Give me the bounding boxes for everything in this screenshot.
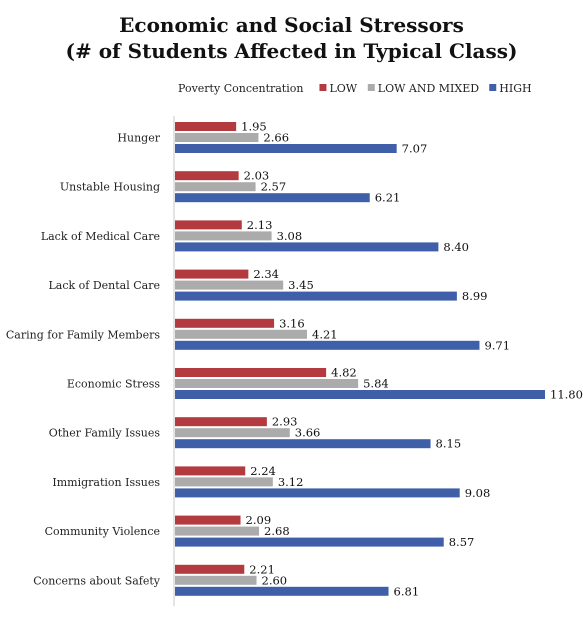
bar-1-2 [175,231,272,241]
value-label-1-4: 4.21 [312,327,338,341]
bar-0-6 [175,417,267,427]
value-label-0-8: 2.09 [246,513,272,527]
bar-1-8 [175,526,260,536]
value-label-1-6: 3.66 [295,426,321,440]
value-label-0-1: 2.03 [244,169,270,183]
bar-2-4 [175,340,480,350]
legend-label-2: HIGH [499,82,531,95]
bar-1-1 [175,182,256,192]
bar-0-7 [175,466,246,476]
bar-0-2 [175,220,242,230]
bar-2-7 [175,488,460,498]
bar-2-9 [175,586,389,596]
category-label-3: Lack of Dental Care [48,279,160,292]
category-label-4: Caring for Family Members [6,328,160,341]
bar-1-5 [175,379,359,388]
bar-2-3 [175,291,457,301]
category-label-2: Lack of Medical Care [41,230,160,243]
bar-1-9 [175,575,257,585]
value-label-0-9: 2.21 [249,562,275,576]
legend-swatch-1 [367,84,375,91]
value-label-2-3: 8.99 [462,289,488,303]
bar-2-1 [175,193,370,203]
value-label-2-4: 9.71 [484,338,510,352]
bar-2-6 [175,439,431,449]
category-label-1: Unstable Housing [60,181,160,194]
legend-swatch-0 [319,84,327,91]
legend-title: Poverty Concentration [178,82,303,95]
bar-0-1 [175,171,239,181]
value-label-1-0: 2.66 [263,131,289,145]
value-label-0-3: 2.34 [253,267,279,281]
value-label-1-3: 3.45 [288,278,314,292]
bar-1-0 [175,133,259,142]
category-label-7: Immigration Issues [52,476,160,489]
value-label-2-0: 7.07 [402,142,428,156]
bar-1-6 [175,428,290,438]
value-label-1-1: 2.57 [261,180,287,194]
value-label-1-9: 2.60 [262,573,288,587]
value-label-2-9: 6.81 [394,584,420,598]
bar-1-4 [175,329,308,339]
category-label-0: Hunger [117,132,160,145]
bar-0-0 [175,122,237,131]
value-label-2-1: 6.21 [375,191,401,205]
bar-0-4 [175,318,275,328]
category-label-8: Community Violence [45,525,160,538]
value-label-1-5: 5.84 [363,377,389,391]
value-label-0-6: 2.93 [272,415,298,429]
value-label-1-2: 3.08 [277,229,303,243]
bar-1-3 [175,280,284,290]
legend-label-1: LOW AND MIXED [378,82,479,95]
value-label-0-4: 3.16 [279,316,305,330]
bar-0-5 [175,368,327,377]
bar-2-8 [175,537,444,547]
value-label-2-6: 8.15 [436,437,462,451]
value-label-1-8: 2.68 [264,524,290,538]
bar-2-2 [175,242,439,252]
chart-legend: Poverty Concentration LOW LOW AND MIXED HI… [178,82,532,95]
legend-label-0: LOW [329,82,357,95]
value-label-2-2: 8.40 [443,240,469,254]
value-label-2-7: 9.08 [465,486,491,500]
value-label-0-5: 4.82 [331,366,357,380]
category-label-5: Economic Stress [67,378,160,391]
legend-swatch-2 [489,84,497,91]
category-label-6: Other Family Issues [49,427,161,440]
chart-title-line-2: (# of Students Affected in Typical Class… [66,39,518,63]
category-label-9: Concerns about Safety [33,574,161,587]
value-label-2-8: 8.57 [449,535,475,549]
value-label-0-7: 2.24 [250,464,276,478]
chart-title-line-1: Economic and Social Stressors [119,13,464,37]
bar-1-7 [175,477,273,487]
bar-2-5 [175,390,545,399]
value-label-2-5: 11.80 [550,388,583,402]
value-label-0-0: 1.95 [241,120,267,134]
plot-area: 1.952.66 7.07 Hunger 2.032.57 6.21 Unstable H… [6,120,583,599]
value-label-1-7: 3.12 [278,475,304,489]
bar-0-8 [175,515,241,525]
bar-0-9 [175,564,245,574]
value-label-0-2: 2.13 [247,218,273,232]
bar-2-0 [175,144,397,153]
bar-0-3 [175,269,249,279]
